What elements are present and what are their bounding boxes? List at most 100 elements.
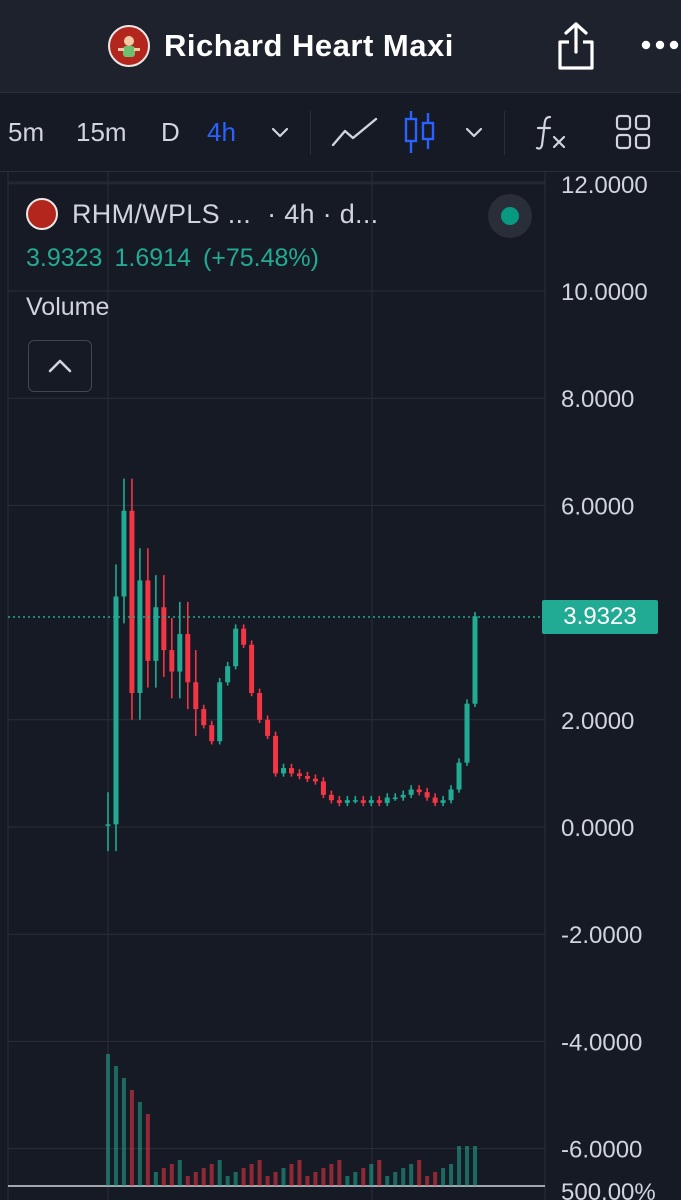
volume-bar — [225, 1176, 230, 1186]
volume-bar — [369, 1164, 374, 1186]
y-tick-label: 6.0000 — [561, 493, 634, 520]
last-price-tag: 3.9323 — [542, 600, 658, 634]
symbol-name: RHM/WPLS ... — [72, 198, 252, 229]
candle-body — [312, 778, 318, 782]
volume-bar — [329, 1164, 334, 1186]
candle-body — [360, 800, 366, 803]
token-avatar-icon — [26, 198, 58, 230]
volume-bar — [393, 1172, 398, 1186]
y-tick-label: -6.0000 — [561, 1137, 642, 1164]
market-status[interactable] — [488, 194, 532, 238]
y-tick-label: -4.0000 — [561, 1029, 642, 1056]
volume-bar — [137, 1102, 142, 1186]
candle-body — [281, 768, 287, 774]
line-chart-icon[interactable] — [330, 115, 380, 149]
y-tick-label: -2.0000 — [561, 922, 642, 949]
volume-bar — [337, 1160, 342, 1186]
candle-body — [265, 719, 271, 736]
chevron-down-icon[interactable] — [268, 121, 292, 143]
volume-bar — [313, 1172, 318, 1186]
volume-bar — [417, 1160, 422, 1186]
chart-toolbar: 5m 15m D 4h — [0, 93, 681, 172]
candle-body — [169, 650, 175, 672]
volume-label: Volume — [26, 293, 110, 321]
candle-body — [289, 768, 294, 774]
volume-bar — [161, 1168, 166, 1186]
candle-body — [209, 725, 215, 742]
candle-body — [145, 580, 151, 661]
volume-bar — [129, 1090, 134, 1186]
volume-bar — [465, 1146, 470, 1186]
volume-bar — [113, 1066, 118, 1186]
timeframe-5m[interactable]: 5m — [8, 117, 45, 147]
grid-layout-icon[interactable] — [614, 113, 652, 151]
fx-icon[interactable] — [532, 113, 572, 153]
volume-bar — [121, 1078, 126, 1186]
y-tick-label: 12.0000 — [561, 172, 648, 199]
status-dot-icon — [501, 207, 519, 225]
candle-body — [416, 789, 422, 793]
share-button[interactable] — [553, 20, 599, 72]
candle-body — [273, 735, 279, 774]
volume-bar — [241, 1168, 246, 1186]
volume-bar — [385, 1176, 390, 1186]
candle-body — [153, 607, 159, 661]
symbol-row[interactable]: RHM/WPLS ... · 4h · d... — [26, 188, 532, 240]
candle-body — [448, 789, 454, 801]
volume-bar — [273, 1172, 278, 1186]
collapse-legend-button[interactable] — [28, 340, 92, 392]
candle-body — [137, 580, 143, 693]
candle-body — [249, 644, 255, 693]
interval-text: · 4h · d... — [267, 198, 379, 229]
timeframe-15m[interactable]: 15m — [76, 117, 127, 147]
app-header: Richard Heart Maxi — [0, 0, 681, 93]
candle-body — [185, 634, 191, 683]
candle-body — [368, 800, 374, 803]
y-tick-label: 8.0000 — [561, 386, 634, 413]
candle-body — [424, 792, 430, 798]
toolbar-divider — [310, 111, 311, 155]
volume-bar — [361, 1168, 366, 1186]
volume-bar — [321, 1168, 326, 1186]
candle-body — [121, 510, 127, 597]
y-tick-label: 0.0000 — [561, 815, 634, 842]
chevron-down-icon[interactable] — [462, 121, 486, 143]
title-group: Richard Heart Maxi — [108, 24, 454, 68]
volume-bar — [169, 1164, 174, 1186]
timeframe-d[interactable]: D — [161, 117, 180, 147]
volume-bar — [201, 1168, 206, 1186]
timeframe-4h[interactable]: 4h — [207, 117, 236, 147]
volume-bar — [449, 1164, 454, 1186]
candle-body — [408, 789, 414, 795]
chart-legend: RHM/WPLS ... · 4h · d... 3.9323 1.6914 (+7… — [26, 188, 532, 322]
price-summary: 3.9323 1.6914 (+75.48%) — [26, 244, 516, 273]
volume-bar — [265, 1176, 270, 1186]
candle-body — [472, 616, 478, 704]
candle-body — [376, 800, 382, 803]
y-tick-label: 10.0000 — [561, 279, 648, 306]
candlestick-icon[interactable] — [402, 109, 438, 155]
volume-bar — [217, 1160, 222, 1186]
volume-bar — [297, 1160, 302, 1186]
candle-body — [257, 693, 263, 720]
last-price-value: 3.9323 — [26, 244, 103, 272]
volume-bar — [305, 1176, 310, 1186]
volume-bar — [106, 1054, 110, 1186]
volume-bar — [281, 1168, 286, 1186]
candle-body — [336, 800, 342, 803]
candle-body — [384, 797, 390, 803]
candlesticks — [105, 478, 478, 852]
candle-body — [193, 682, 199, 710]
volume-bar — [145, 1114, 150, 1186]
volume-bar — [409, 1164, 414, 1186]
candle-body — [432, 797, 438, 803]
candle-body — [328, 794, 334, 801]
more-dots-icon — [641, 40, 679, 50]
candle-body — [113, 596, 119, 825]
price-chart[interactable]: 12.0000 10.0000 8.0000 6.0000 2.0000 0.0000 -2… — [0, 172, 681, 1200]
percent-tick-label: 500.00% — [561, 1179, 656, 1200]
more-button[interactable] — [640, 30, 681, 60]
volume-bar — [345, 1176, 350, 1186]
candle-body — [320, 781, 326, 795]
change-value: 1.6914 — [114, 244, 191, 272]
